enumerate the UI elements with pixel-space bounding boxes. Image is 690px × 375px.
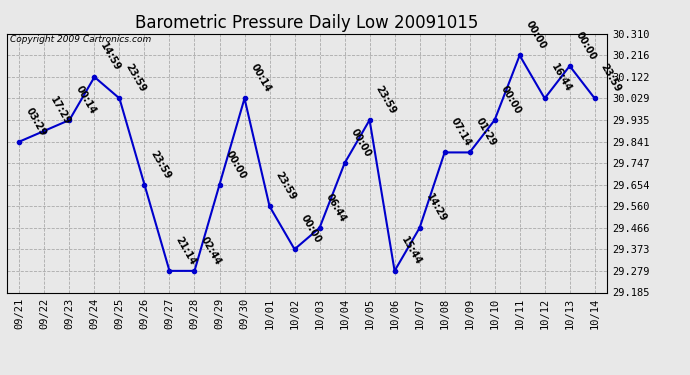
Text: 01:29: 01:29 [474, 116, 498, 148]
Text: 00:14: 00:14 [248, 62, 273, 94]
Title: Barometric Pressure Daily Low 20091015: Barometric Pressure Daily Low 20091015 [135, 14, 479, 32]
Text: 00:00: 00:00 [574, 30, 598, 62]
Text: 23:59: 23:59 [148, 148, 172, 180]
Text: 14:59: 14:59 [99, 41, 123, 73]
Text: 16:44: 16:44 [549, 62, 573, 94]
Text: 17:29: 17:29 [48, 95, 72, 127]
Text: 00:00: 00:00 [524, 20, 548, 51]
Text: 00:00: 00:00 [499, 84, 523, 116]
Text: 02:44: 02:44 [199, 235, 223, 267]
Text: 23:59: 23:59 [599, 62, 623, 94]
Text: 00:14: 00:14 [74, 84, 98, 116]
Text: 03:29: 03:29 [23, 106, 48, 138]
Text: 00:00: 00:00 [348, 127, 373, 159]
Text: 00:00: 00:00 [224, 148, 248, 180]
Text: 14:29: 14:29 [424, 192, 448, 224]
Text: 07:14: 07:14 [448, 116, 473, 148]
Text: 23:59: 23:59 [124, 62, 148, 94]
Text: 06:44: 06:44 [324, 192, 348, 224]
Text: 23:59: 23:59 [374, 84, 398, 116]
Text: 00:00: 00:00 [299, 213, 323, 245]
Text: Copyright 2009 Cartronics.com: Copyright 2009 Cartronics.com [10, 35, 151, 44]
Text: 21:14: 21:14 [174, 235, 198, 267]
Text: 15:44: 15:44 [399, 235, 423, 267]
Text: 23:59: 23:59 [274, 170, 298, 202]
